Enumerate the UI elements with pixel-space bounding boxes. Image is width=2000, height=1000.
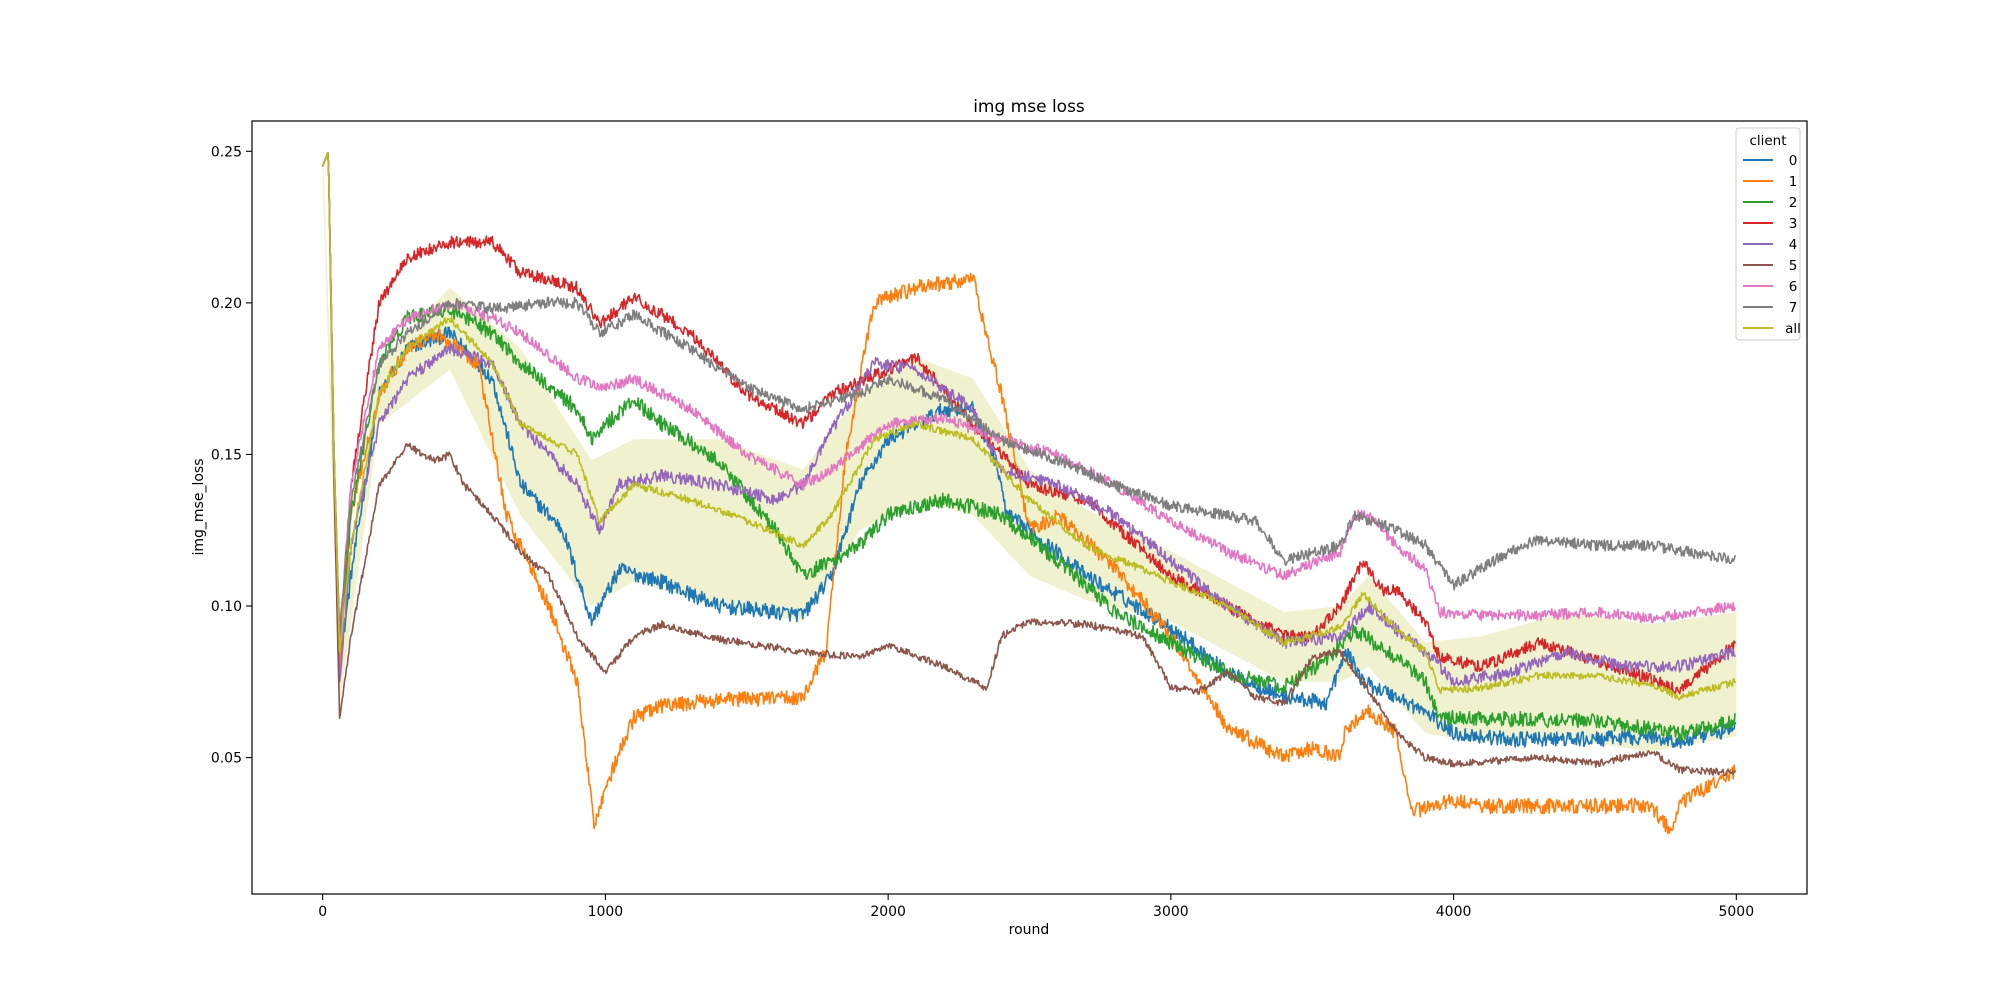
plot-frame xyxy=(251,120,1808,895)
series-line-all xyxy=(321,152,1737,701)
x-tick-label: 5000 xyxy=(1718,904,1754,920)
x-tick-label: 2000 xyxy=(870,904,906,920)
legend-label-0: 0 xyxy=(1789,153,1798,169)
y-axis: 0.05 0.10 0.15 0.20 0.25 xyxy=(211,144,252,767)
legend-label-5: 5 xyxy=(1789,258,1798,274)
y-tick-label: 0.15 xyxy=(211,447,242,463)
confidence-band-layer xyxy=(322,145,1737,752)
legend-label-3: 3 xyxy=(1789,216,1798,232)
legend-label-1: 1 xyxy=(1789,174,1798,190)
x-axis-label: round xyxy=(1009,922,1050,938)
series-line-4 xyxy=(321,152,1736,688)
x-tick-label: 1000 xyxy=(588,904,624,920)
legend-label-7: 7 xyxy=(1789,300,1798,316)
series-line-2 xyxy=(321,152,1737,742)
y-tick-label: 0.20 xyxy=(211,296,242,312)
series-line-5 xyxy=(321,152,1736,777)
y-tick-label: 0.10 xyxy=(211,599,242,615)
series-line-0 xyxy=(321,152,1737,749)
series-line-7 xyxy=(321,152,1736,638)
legend: client 0 1 2 3 4 5 6 7 all xyxy=(1735,127,1801,341)
legend-label-2: 2 xyxy=(1789,195,1798,211)
legend-label-all: all xyxy=(1785,321,1801,337)
y-tick-label: 0.25 xyxy=(211,144,242,160)
legend-label-6: 6 xyxy=(1789,279,1798,295)
legend-label-4: 4 xyxy=(1789,237,1798,253)
legend-title: client xyxy=(1749,133,1786,149)
series-line-1 xyxy=(321,152,1737,835)
y-axis-label: img_mse_loss xyxy=(191,458,207,555)
series-layer xyxy=(321,152,1737,835)
x-axis: 0 1000 2000 3000 4000 5000 xyxy=(318,894,1754,920)
x-tick-label: 4000 xyxy=(1436,904,1472,920)
y-tick-label: 0.05 xyxy=(211,751,242,767)
x-tick-label: 3000 xyxy=(1153,904,1189,920)
x-tick-label: 0 xyxy=(318,904,327,920)
band-all xyxy=(322,145,1737,752)
chart-title: img mse loss xyxy=(973,97,1085,117)
